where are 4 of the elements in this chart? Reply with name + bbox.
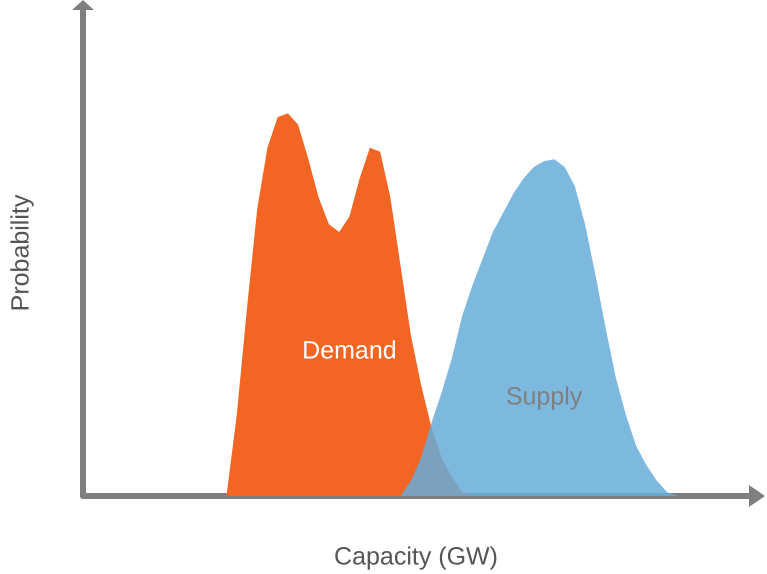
series-label: Demand [302,336,397,365]
x-axis-title: Capacity (GW) [334,542,498,570]
y-axis-title: Probability [6,194,34,312]
series-label: Supply [506,382,583,411]
